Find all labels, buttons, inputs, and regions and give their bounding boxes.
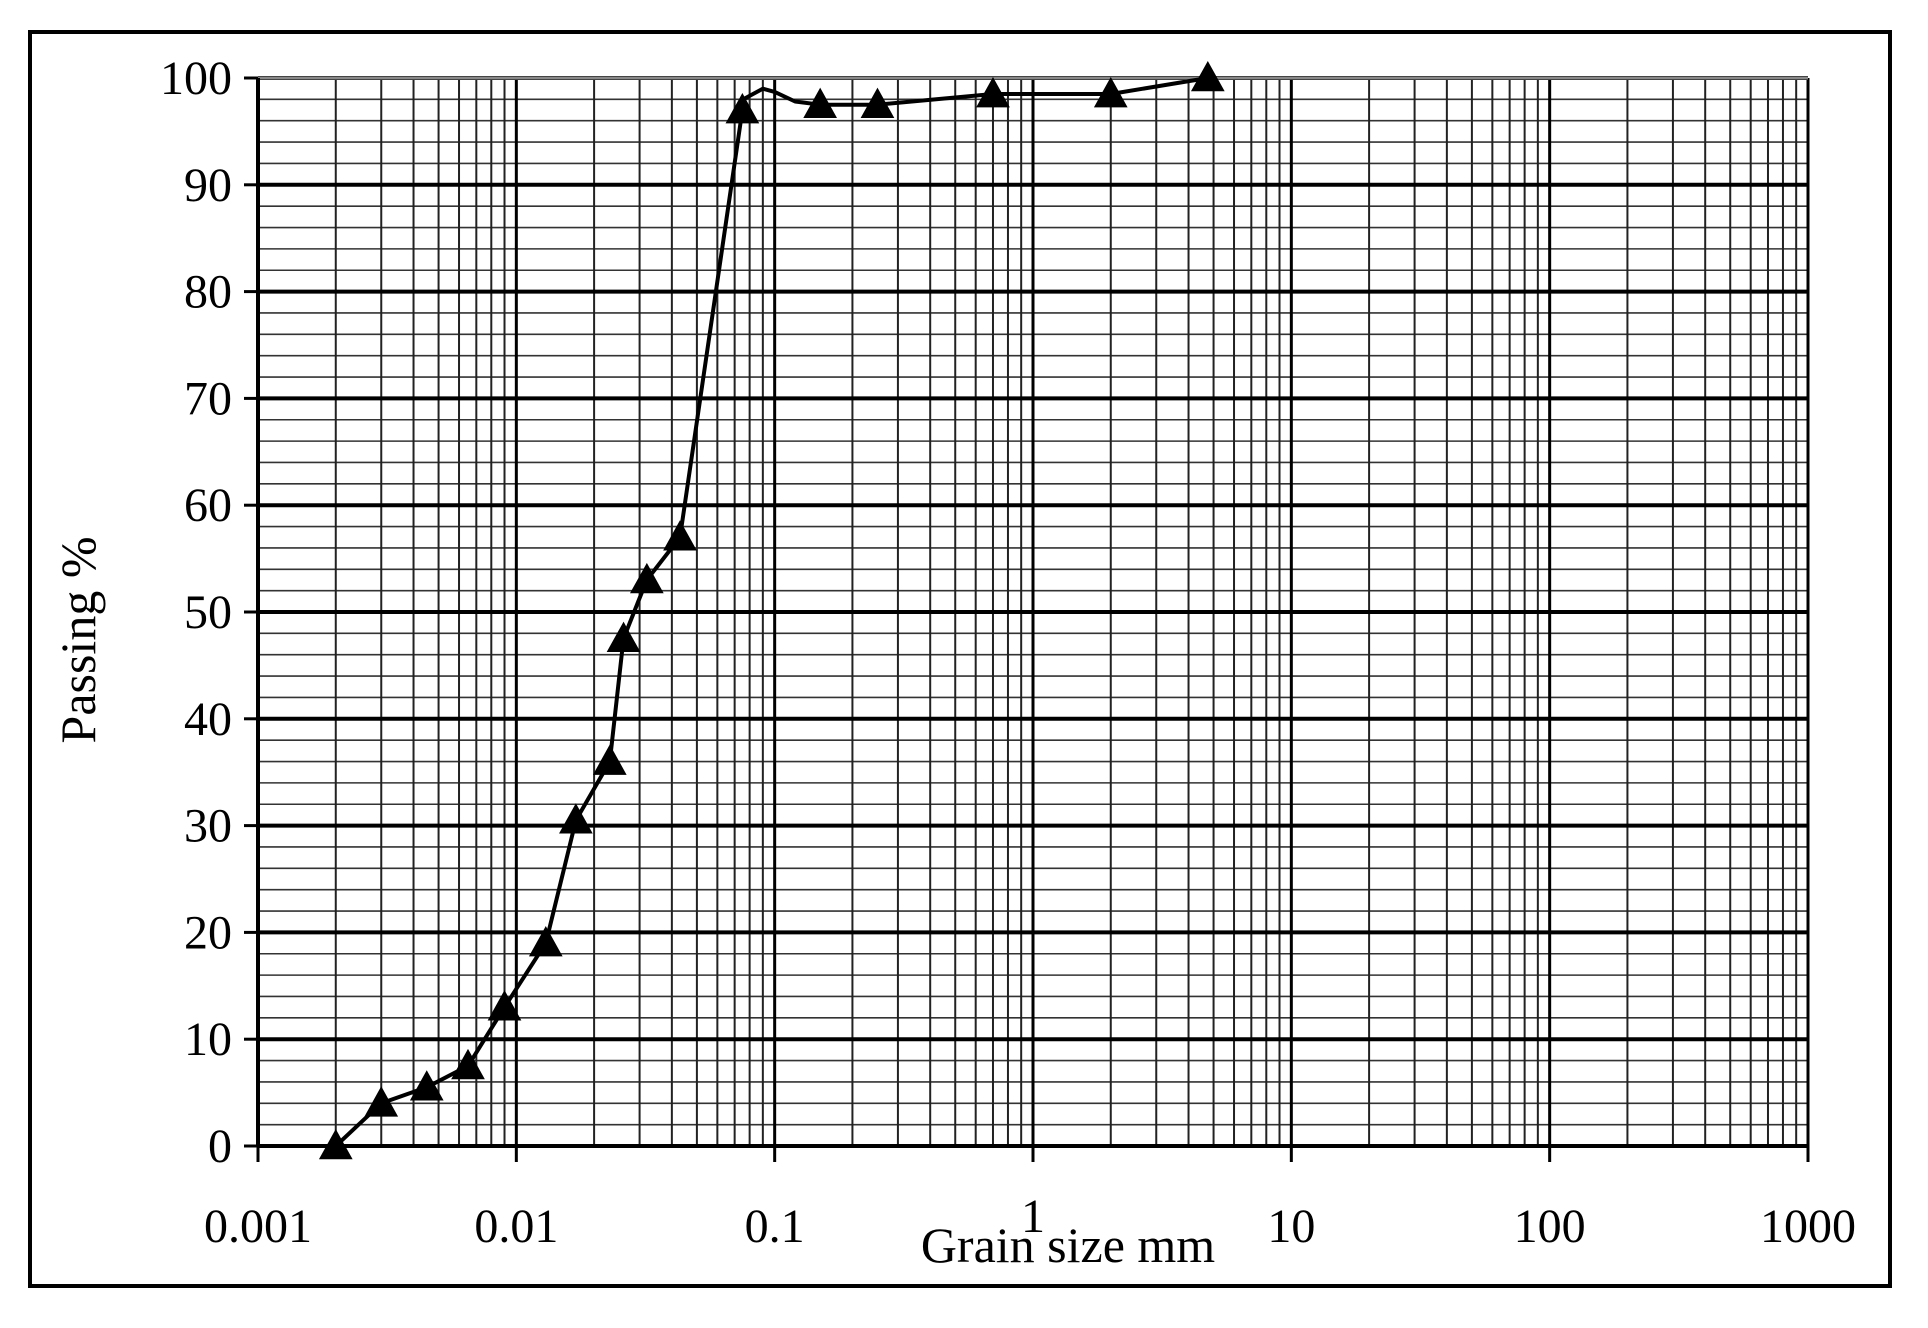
data-point-marker xyxy=(559,803,593,834)
series-group xyxy=(318,60,1225,1160)
x-tick-label: 1000 xyxy=(1760,1200,1856,1253)
x-tick-label: 10 xyxy=(1267,1200,1315,1253)
data-point-marker xyxy=(451,1048,485,1080)
x-tick-label: 1 xyxy=(1021,1190,1045,1243)
data-point-marker xyxy=(528,926,563,957)
data-point-marker xyxy=(1190,60,1225,92)
x-tick-label: 100 xyxy=(1514,1200,1586,1253)
data-point-marker xyxy=(592,744,627,775)
data-point-marker xyxy=(364,1086,399,1117)
y-tick-label: 10 xyxy=(184,1013,232,1066)
x-axis-title: Grain size mm xyxy=(921,1217,1215,1273)
data-point-marker xyxy=(1093,76,1128,108)
x-tick-label: 0.01 xyxy=(474,1200,558,1253)
y-tick-label: 30 xyxy=(184,800,232,853)
y-tick-label: 40 xyxy=(184,693,232,746)
y-tick-label: 20 xyxy=(184,906,232,959)
chart-frame xyxy=(28,30,1892,1288)
data-point-marker xyxy=(663,520,697,551)
data-point-marker xyxy=(976,76,1010,108)
y-tick-label: 70 xyxy=(184,372,232,425)
y-tick-label: 0 xyxy=(208,1120,232,1173)
y-tick-label: 90 xyxy=(184,159,232,212)
data-point-marker xyxy=(409,1070,444,1101)
y-axis-title: Passing % xyxy=(50,537,106,744)
y-tick-label: 80 xyxy=(184,266,232,319)
data-point-marker xyxy=(318,1128,353,1160)
data-point-marker xyxy=(803,87,838,118)
x-tick-label: 0.1 xyxy=(745,1200,805,1253)
grid-major-lines xyxy=(256,76,1810,1148)
y-tick-label: 60 xyxy=(184,479,232,532)
data-point-marker xyxy=(487,990,522,1021)
tick-labels: 0 10 20 30 40 50 60 70 80 90 100 0.001 0.01 0.1 1 10 100… xyxy=(160,52,1856,1253)
data-point-marker xyxy=(606,621,641,652)
y-tick-label: 50 xyxy=(184,586,232,639)
x-tick-label: 0.001 xyxy=(204,1200,312,1253)
y-tick-label: 100 xyxy=(160,52,232,105)
axis-ticks xyxy=(244,76,1810,1162)
data-point-marker xyxy=(860,87,895,118)
data-point-marker xyxy=(725,93,760,124)
data-point-marker xyxy=(629,562,664,594)
